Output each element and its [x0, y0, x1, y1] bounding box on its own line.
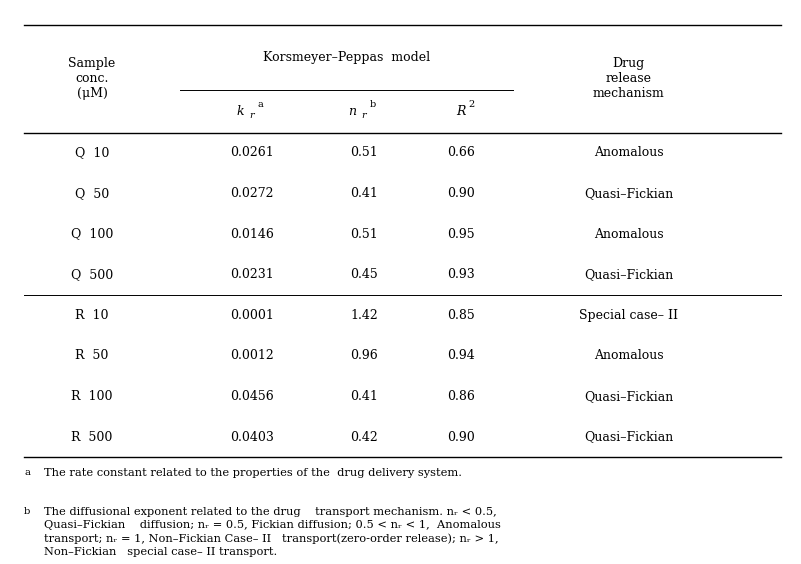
Text: R  500: R 500 [71, 430, 113, 444]
Text: b: b [369, 100, 376, 109]
Text: 0.0261: 0.0261 [231, 146, 274, 160]
Text: 0.93: 0.93 [447, 268, 474, 281]
Text: 0.0456: 0.0456 [231, 390, 274, 403]
Text: Anomalous: Anomalous [594, 227, 663, 241]
Text: 0.0272: 0.0272 [231, 187, 274, 200]
Text: 0.41: 0.41 [351, 187, 378, 200]
Text: Quasi–Fickian: Quasi–Fickian [584, 390, 674, 403]
Text: The rate constant related to the properties of the  drug delivery system.: The rate constant related to the propert… [44, 468, 462, 478]
Text: R  100: R 100 [71, 390, 113, 403]
Text: Quasi–Fickian: Quasi–Fickian [584, 187, 674, 200]
Text: 2: 2 [469, 100, 475, 109]
Text: 0.96: 0.96 [351, 349, 378, 363]
Text: r: r [361, 112, 366, 120]
Text: Q  10: Q 10 [75, 146, 109, 160]
Text: Special case– II: Special case– II [579, 309, 678, 322]
Text: The diffusional exponent related to the drug    transport mechanism. nᵣ < 0.5,
Q: The diffusional exponent related to the … [44, 507, 501, 557]
Text: Q  50: Q 50 [75, 187, 109, 200]
Text: a: a [24, 468, 30, 477]
Text: R  10: R 10 [75, 309, 109, 322]
Text: R: R [456, 105, 465, 118]
Text: 0.51: 0.51 [351, 146, 378, 160]
Text: 0.85: 0.85 [447, 309, 474, 322]
Text: 0.0403: 0.0403 [231, 430, 274, 444]
Text: n: n [348, 105, 356, 118]
Text: 1.42: 1.42 [351, 309, 378, 322]
Text: Anomalous: Anomalous [594, 146, 663, 160]
Text: Quasi–Fickian: Quasi–Fickian [584, 430, 674, 444]
Text: 0.42: 0.42 [351, 430, 378, 444]
Text: 0.86: 0.86 [447, 390, 474, 403]
Text: Drug
release
mechanism: Drug release mechanism [593, 58, 665, 100]
Text: 0.0146: 0.0146 [231, 227, 274, 241]
Text: r: r [249, 112, 254, 120]
Text: 0.51: 0.51 [351, 227, 378, 241]
Text: 0.66: 0.66 [447, 146, 474, 160]
Text: R  50: R 50 [75, 349, 109, 363]
Text: 0.0001: 0.0001 [231, 309, 274, 322]
Text: Anomalous: Anomalous [594, 349, 663, 363]
Text: b: b [24, 507, 30, 516]
Text: Korsmeyer–Peppas  model: Korsmeyer–Peppas model [263, 51, 430, 64]
Text: 0.95: 0.95 [447, 227, 474, 241]
Text: 0.90: 0.90 [447, 187, 474, 200]
Text: Sample
conc.
(μM): Sample conc. (μM) [69, 58, 115, 100]
Text: 0.0012: 0.0012 [231, 349, 274, 363]
Text: 0.90: 0.90 [447, 430, 474, 444]
Text: k: k [236, 105, 244, 118]
Text: 0.94: 0.94 [447, 349, 474, 363]
Text: Quasi–Fickian: Quasi–Fickian [584, 268, 674, 281]
Text: 0.41: 0.41 [351, 390, 378, 403]
Text: Q  500: Q 500 [71, 268, 113, 281]
Text: a: a [257, 100, 263, 109]
Text: 0.0231: 0.0231 [231, 268, 274, 281]
Text: 0.45: 0.45 [351, 268, 378, 281]
Text: Q  100: Q 100 [71, 227, 113, 241]
